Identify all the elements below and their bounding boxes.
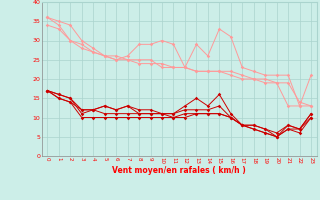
X-axis label: Vent moyen/en rafales ( km/h ): Vent moyen/en rafales ( km/h ) bbox=[112, 166, 246, 175]
